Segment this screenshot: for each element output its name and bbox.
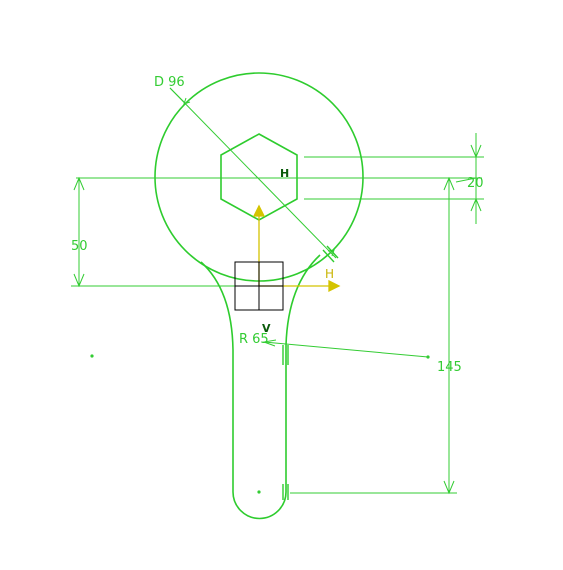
dim-offset-label[interactable]: 50: [71, 239, 88, 254]
point-right[interactable]: [426, 355, 430, 359]
sketch-points[interactable]: [90, 354, 430, 494]
dim-diameter-label[interactable]: D 96: [154, 75, 185, 90]
point-left[interactable]: [90, 354, 94, 358]
dim-length-label[interactable]: 145: [437, 360, 462, 375]
dimension-lines: [71, 87, 484, 495]
h-axis-label: H: [325, 267, 334, 281]
point-handle-center[interactable]: [257, 490, 261, 494]
right-fillet-arc[interactable]: [285, 254, 321, 346]
horizontal-constraint-tag: H: [280, 167, 289, 180]
dim-radius-label[interactable]: R 65: [239, 332, 269, 347]
dim-hex-span-label[interactable]: 20: [467, 176, 484, 191]
left-fillet-arc[interactable]: [200, 261, 234, 351]
handle-end-arc[interactable]: [232, 491, 287, 520]
constraint-marks: [282, 245, 339, 500]
origin-frame[interactable]: [234, 261, 284, 311]
vertical-constraint-tag: V: [262, 322, 271, 335]
